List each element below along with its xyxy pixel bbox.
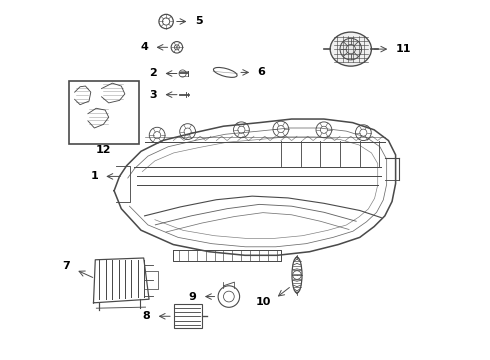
Circle shape — [340, 39, 362, 60]
Text: 7: 7 — [62, 261, 70, 271]
Text: 9: 9 — [189, 292, 196, 302]
Text: 12: 12 — [96, 144, 111, 154]
Bar — [69, 81, 139, 144]
Bar — [173, 304, 201, 328]
Text: 6: 6 — [258, 67, 266, 77]
Text: 2: 2 — [149, 68, 157, 78]
Ellipse shape — [330, 32, 371, 66]
Text: 11: 11 — [395, 44, 411, 54]
Text: 1: 1 — [90, 171, 98, 181]
Text: 10: 10 — [256, 297, 271, 307]
Text: 3: 3 — [149, 90, 157, 100]
Text: 4: 4 — [140, 42, 148, 52]
Text: 8: 8 — [143, 311, 150, 321]
Text: 5: 5 — [195, 17, 202, 27]
